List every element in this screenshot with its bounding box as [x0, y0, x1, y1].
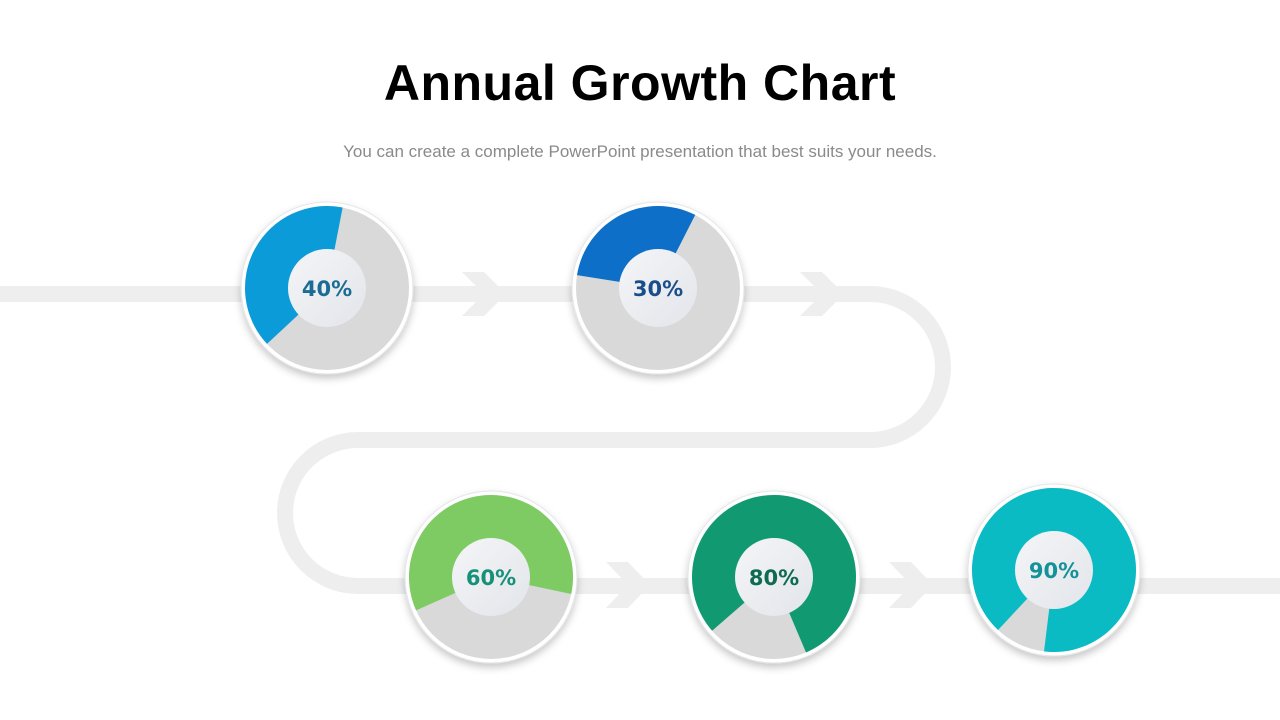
donut-center	[1015, 531, 1093, 609]
donut-chart-1: 40%	[240, 201, 414, 375]
page-subtitle: You can create a complete PowerPoint pre…	[343, 142, 937, 161]
donut-percent-label: 30%	[633, 277, 683, 301]
arrow-right-icon	[889, 562, 933, 608]
path-track	[0, 286, 1280, 594]
donut-percent-label: 80%	[749, 566, 799, 590]
donut-percent-label: 90%	[1029, 559, 1079, 583]
donut-chart-3: 60%	[404, 490, 578, 664]
arrow-right-icon	[800, 272, 844, 316]
donut-chart-5: 90%	[967, 483, 1141, 657]
donut-chart-2: 30%	[571, 201, 745, 375]
donut-percent-label: 60%	[466, 566, 516, 590]
donut-center	[288, 249, 366, 327]
page-title: Annual Growth Chart	[383, 55, 897, 111]
donut-percent-label: 40%	[302, 277, 352, 301]
donut-chart-4: 80%	[687, 490, 861, 664]
arrow-right-icon	[462, 272, 506, 316]
arrow-right-icon	[606, 562, 650, 608]
donut-center	[452, 538, 530, 616]
arrow-icons	[462, 272, 933, 608]
donut-center	[619, 249, 697, 327]
donut-center	[735, 538, 813, 616]
